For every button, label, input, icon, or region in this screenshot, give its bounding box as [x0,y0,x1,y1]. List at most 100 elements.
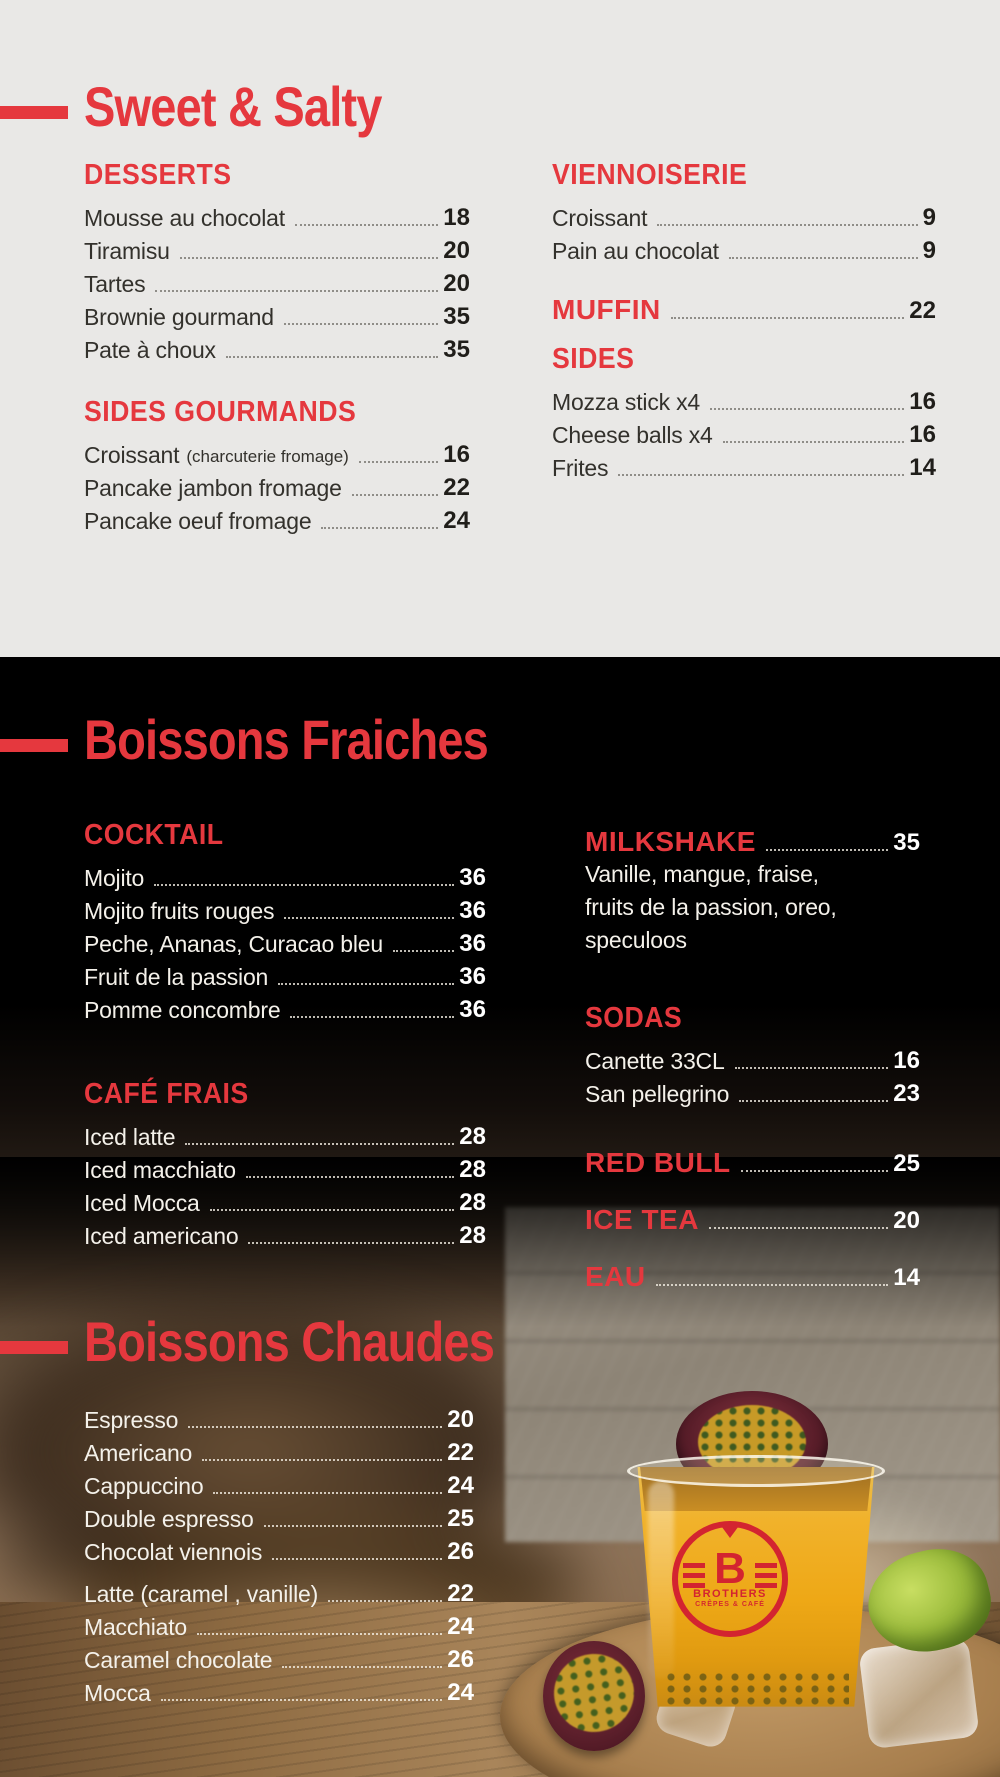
section-title: Boissons Chaudes [84,1310,495,1373]
item-name: Pate à choux [84,337,216,363]
item-price: 26 [447,1646,474,1673]
dotted-leader [213,1492,443,1494]
item-note: (charcuterie fromage) [186,447,349,466]
logo-name: BROTHERS [693,1587,767,1600]
dotted-leader [197,1633,443,1635]
heading-sodas: SODAS [585,1002,683,1034]
milkshake-flavors: fruits de la passion, oreo, [585,894,837,920]
item-name: Croissant [84,442,180,468]
item-name: Iced macchiato [84,1157,236,1183]
menu-item-row: Pomme concombre 36 [84,992,486,1025]
item-name: Iced americano [84,1223,239,1249]
dotted-leader [710,408,905,410]
item-price: 35 [893,829,920,856]
menu-item-row: Pancake jambon fromage 22 [84,470,470,503]
dotted-leader [179,257,439,259]
sweet-salty-right-column: VIENNOISERIE Croissant 9 Pain au chocolat… [552,158,936,483]
menu-item-row: Iced macchiato 28 [84,1152,486,1185]
item-price: 22 [447,1439,474,1466]
menu-item-row: Iced Mocca 28 [84,1185,486,1218]
menu-item-row: Pain au chocolat 9 [552,233,936,266]
item-price: 9 [922,204,936,231]
dotted-leader [188,1426,443,1428]
dotted-leader [657,224,918,226]
dotted-leader [282,1666,443,1668]
item-name: Tartes [84,271,146,297]
item-name: Mojito [84,865,145,891]
item-price: 35 [443,303,470,330]
section-title: Boissons Fraiches [84,708,489,771]
item-price: 26 [447,1538,474,1565]
dotted-leader [740,1170,889,1172]
item-name: Caramel chocolate [84,1647,273,1673]
heading-red-bull: RED BULL [585,1147,731,1178]
item-price: 35 [443,336,470,363]
item-price: 24 [443,507,470,534]
crepe-cone-icon [719,1523,741,1538]
item-price: 23 [893,1080,920,1107]
item-name: Pancake jambon fromage [84,475,342,501]
heading-eau: EAU [585,1261,646,1292]
dotted-leader [284,917,455,919]
item-name: Croissant [552,205,648,231]
item-price: 36 [459,996,486,1023]
brothers-logo: B BROTHERS CRÊPES & CAFÉ [672,1521,788,1637]
dotted-leader [765,849,889,851]
menu-item-row: Brownie gourmand 35 [84,299,470,332]
heading-cafe-frais: CAFÉ FRAIS [84,1078,249,1110]
heading-desserts: DESSERTS [84,159,232,191]
item-price: 16 [909,388,936,415]
menu-item-row: Mojito 36 [84,860,486,893]
menu-item-row: Tartes 20 [84,266,470,299]
item-name: Brownie gourmand [84,304,274,330]
item-name: San pellegrino [585,1081,730,1107]
heading-sides: SIDES [552,343,635,375]
item-price: 20 [443,237,470,264]
menu-item-row: Macchiato 24 [84,1609,474,1642]
dotted-leader [351,494,439,496]
menu-item-row: Pate à choux 35 [84,332,470,365]
item-price: 36 [459,963,486,990]
section-title-boissons-fraiches: Boissons Fraiches [0,711,565,769]
menu-item-row: Espresso 20 [84,1402,474,1435]
menu-heading-row-milkshake: MILKSHAKE 35 [585,812,920,858]
menu-item-row: Chocolat viennois 26 [84,1534,474,1567]
dotted-leader [728,257,918,259]
menu-item-row: Cappuccino 24 [84,1468,474,1501]
item-price: 22 [909,297,936,324]
dotted-leader [392,950,455,952]
title-dash [0,1340,68,1354]
item-price: 14 [909,454,936,481]
menu-heading-row-red-bull: RED BULL 25 [585,1133,920,1179]
menu-item-row: Mozza stick x4 16 [552,384,936,417]
menu-heading-row-muffin: MUFFIN 22 [552,280,936,326]
menu-item-row: Frites 14 [552,450,936,483]
item-price: 18 [443,204,470,231]
item-name: Canette 33CL [585,1048,725,1074]
section-title-sweet-salty: Sweet & Salty [0,78,438,136]
milkshake-flavors: speculoos [585,927,687,953]
dotted-leader [185,1143,455,1145]
dotted-leader [655,1284,889,1286]
menu-item-row: Mojito fruits rouges 36 [84,893,486,926]
item-price: 20 [443,270,470,297]
passion-fruit-half [543,1641,645,1751]
dotted-leader [321,527,439,529]
menu-item-row: Iced americano 28 [84,1218,486,1251]
item-name: Frites [552,455,609,481]
logo-tagline: CRÊPES & CAFÉ [695,1600,765,1608]
dotted-leader [248,1242,455,1244]
section-title-boissons-chaudes: Boissons Chaudes [0,1313,572,1371]
item-price: 16 [909,421,936,448]
menu-item-row: Mocca 24 [84,1675,474,1708]
item-price: 14 [893,1264,920,1291]
menu-item-row: Double espresso 25 [84,1501,474,1534]
item-name: Mozza stick x4 [552,389,701,415]
item-price: 22 [443,474,470,501]
dotted-leader [670,317,905,319]
menu-heading-row-ice-tea: ICE TEA 20 [585,1190,920,1236]
heading-sides-gourmands: SIDES GOURMANDS [84,396,357,428]
item-price: 25 [893,1150,920,1177]
dotted-leader [209,1209,455,1211]
